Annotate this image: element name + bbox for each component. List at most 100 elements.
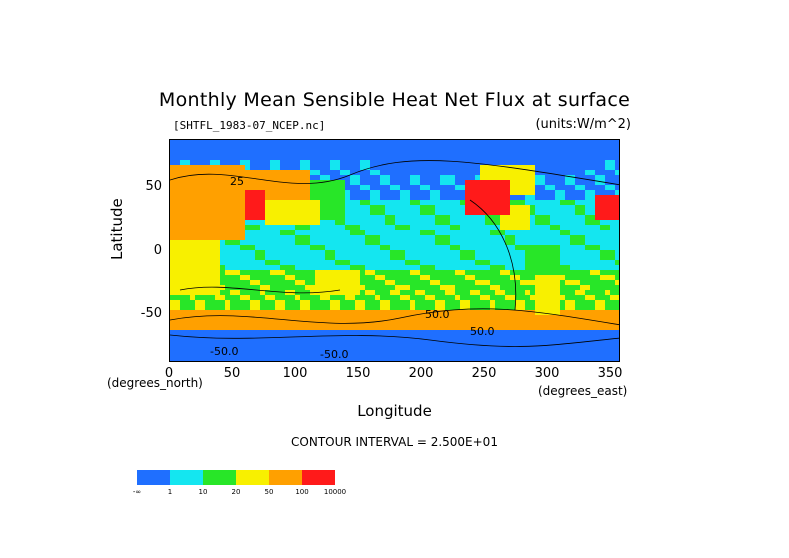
heatmap-cell bbox=[315, 295, 321, 301]
heatmap-cell bbox=[500, 220, 506, 226]
heatmap-cell bbox=[615, 175, 619, 181]
heatmap-cell bbox=[445, 200, 451, 206]
heatmap-cell bbox=[615, 185, 619, 191]
heatmap-cell bbox=[365, 210, 371, 216]
heatmap-cell bbox=[250, 300, 256, 306]
heatmap-cell bbox=[215, 225, 221, 231]
heatmap-cell bbox=[575, 270, 581, 276]
heatmap-cell bbox=[470, 140, 476, 146]
heatmap-cell bbox=[560, 215, 566, 221]
heatmap-cell bbox=[540, 340, 546, 346]
heatmap-cell bbox=[475, 330, 481, 336]
heatmap-cell bbox=[510, 195, 516, 201]
heatmap-cell bbox=[440, 210, 446, 216]
heatmap-cell bbox=[485, 275, 491, 281]
heatmap-cell bbox=[535, 200, 541, 206]
heatmap-cell bbox=[240, 175, 246, 181]
heatmap-cell bbox=[460, 350, 466, 356]
heatmap-cell bbox=[410, 215, 416, 221]
heatmap-cell bbox=[500, 225, 506, 231]
heatmap-cell bbox=[590, 170, 596, 176]
heatmap-cell bbox=[470, 355, 476, 361]
heatmap-cell bbox=[175, 255, 181, 261]
heatmap-cell bbox=[390, 220, 396, 226]
heatmap-cell bbox=[350, 190, 356, 196]
heatmap-cell bbox=[245, 350, 251, 356]
heatmap-cell bbox=[525, 140, 531, 146]
heatmap-cell bbox=[545, 155, 551, 161]
heatmap-cell bbox=[410, 180, 416, 186]
heatmap-cell bbox=[200, 225, 206, 231]
heatmap-cell bbox=[420, 340, 426, 346]
heatmap-cell bbox=[525, 270, 531, 276]
heatmap-cell bbox=[400, 185, 406, 191]
heatmap-cell bbox=[400, 205, 406, 211]
heatmap-cell bbox=[445, 230, 451, 236]
heatmap-cell bbox=[275, 300, 281, 306]
heatmap-cell bbox=[205, 285, 211, 291]
heatmap-cell bbox=[420, 235, 426, 241]
heatmap-cell bbox=[270, 260, 276, 266]
heatmap-cell bbox=[415, 310, 421, 316]
heatmap-cell bbox=[435, 140, 441, 146]
heatmap-cell bbox=[390, 255, 396, 261]
heatmap-cell bbox=[580, 225, 586, 231]
heatmap-cell bbox=[420, 330, 426, 336]
heatmap-cell bbox=[550, 290, 556, 296]
heatmap-cell bbox=[575, 215, 581, 221]
heatmap-cell bbox=[285, 185, 291, 191]
heatmap-cell bbox=[565, 210, 571, 216]
heatmap-cell bbox=[405, 345, 411, 351]
heatmap-cell bbox=[490, 160, 496, 166]
heatmap-cell bbox=[535, 260, 541, 266]
heatmap-cell bbox=[570, 155, 576, 161]
heatmap-cell bbox=[345, 270, 351, 276]
heatmap-cell bbox=[420, 205, 426, 211]
heatmap-cell bbox=[585, 275, 591, 281]
heatmap-cell bbox=[190, 290, 196, 296]
heatmap-cell bbox=[400, 225, 406, 231]
heatmap-cell bbox=[375, 310, 381, 316]
heatmap-cell bbox=[195, 220, 201, 226]
heatmap-cell bbox=[455, 190, 461, 196]
heatmap-cell bbox=[235, 230, 241, 236]
heatmap-cell bbox=[590, 215, 596, 221]
heatmap-cell bbox=[535, 210, 541, 216]
heatmap-cell bbox=[480, 265, 486, 271]
heatmap-cell bbox=[205, 330, 211, 336]
heatmap-cell bbox=[365, 310, 371, 316]
heatmap-cell bbox=[480, 245, 486, 251]
heatmap-cell bbox=[250, 265, 256, 271]
heatmap-cell bbox=[420, 215, 426, 221]
heatmap-cell bbox=[240, 335, 246, 341]
heatmap-cell bbox=[320, 350, 326, 356]
heatmap-cell bbox=[360, 155, 366, 161]
heatmap-cell bbox=[345, 215, 351, 221]
heatmap-cell bbox=[515, 155, 521, 161]
heatmap-cell bbox=[480, 165, 486, 171]
heatmap-cell bbox=[600, 220, 606, 226]
heatmap-cell bbox=[575, 330, 581, 336]
heatmap-cell bbox=[580, 190, 586, 196]
heatmap-cell bbox=[280, 150, 286, 156]
heatmap-cell bbox=[420, 160, 426, 166]
heatmap-cell bbox=[510, 180, 516, 186]
heatmap-cell bbox=[340, 250, 346, 256]
heatmap-cell bbox=[515, 165, 521, 171]
heatmap-cell bbox=[415, 180, 421, 186]
heatmap-cell bbox=[185, 195, 191, 201]
heatmap-cell bbox=[245, 170, 251, 176]
heatmap-cell bbox=[455, 195, 461, 201]
heatmap-cell bbox=[370, 270, 376, 276]
heatmap-cell bbox=[195, 325, 201, 331]
heatmap-cell bbox=[605, 295, 611, 301]
heatmap-cell bbox=[245, 305, 251, 311]
heatmap-cell bbox=[340, 180, 346, 186]
heatmap-cell bbox=[455, 145, 461, 151]
heatmap-cell bbox=[235, 215, 241, 221]
heatmap-cell bbox=[255, 360, 261, 361]
heatmap-cell bbox=[315, 265, 321, 271]
heatmap-cell bbox=[580, 300, 586, 306]
colorbar-label: 100 bbox=[295, 488, 309, 496]
heatmap-cell bbox=[370, 230, 376, 236]
